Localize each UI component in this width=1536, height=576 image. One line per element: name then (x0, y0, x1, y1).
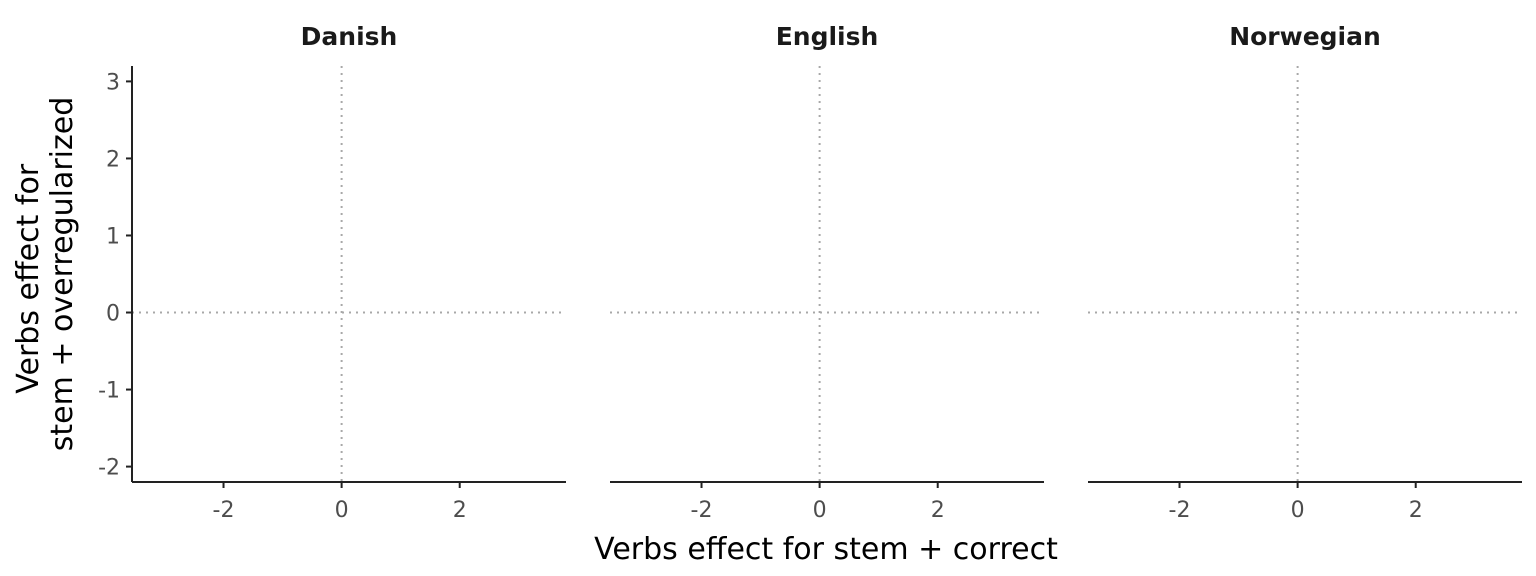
facet-panel-english: English -2 0 2 (610, 22, 1044, 523)
y-tick-label: 0 (106, 302, 120, 327)
x-axis-title: Verbs effect for stem + correct (594, 532, 1058, 567)
x-tick-label: 0 (813, 498, 827, 523)
x-tick-label: 2 (1409, 498, 1423, 523)
y-tick-label: 3 (106, 70, 120, 95)
facet-title: Norwegian (1229, 22, 1381, 51)
facet-panels: Danish -2 0 2 English -2 0 2 Norwegian -2 0 2 (132, 22, 1522, 523)
facet-panel-danish: Danish -2 0 2 (132, 22, 566, 523)
y-tick-label: -2 (98, 456, 120, 481)
x-tick-label: -2 (213, 498, 235, 523)
x-tick-label: 0 (335, 498, 349, 523)
x-tick-label: 0 (1291, 498, 1305, 523)
facet-title: English (776, 22, 879, 51)
facet-panel-norwegian: Norwegian -2 0 2 (1088, 22, 1522, 523)
x-tick-label: -2 (1169, 498, 1191, 523)
x-tick-label: 2 (453, 498, 467, 523)
y-tick-label: 1 (106, 224, 120, 249)
y-tick-label: -1 (98, 379, 120, 404)
y-axis: -2 -1 0 1 2 3 (98, 66, 133, 482)
x-tick-label: -2 (691, 498, 713, 523)
y-axis-title-line-2: stem + overregularized (45, 97, 80, 451)
x-tick-label: 2 (931, 498, 945, 523)
y-axis-title-line-1: Verbs effect for (11, 163, 46, 393)
y-tick-label: 2 (106, 147, 120, 172)
facet-title: Danish (301, 22, 398, 51)
y-axis-title: Verbs effect for stem + overregularized (11, 97, 80, 451)
